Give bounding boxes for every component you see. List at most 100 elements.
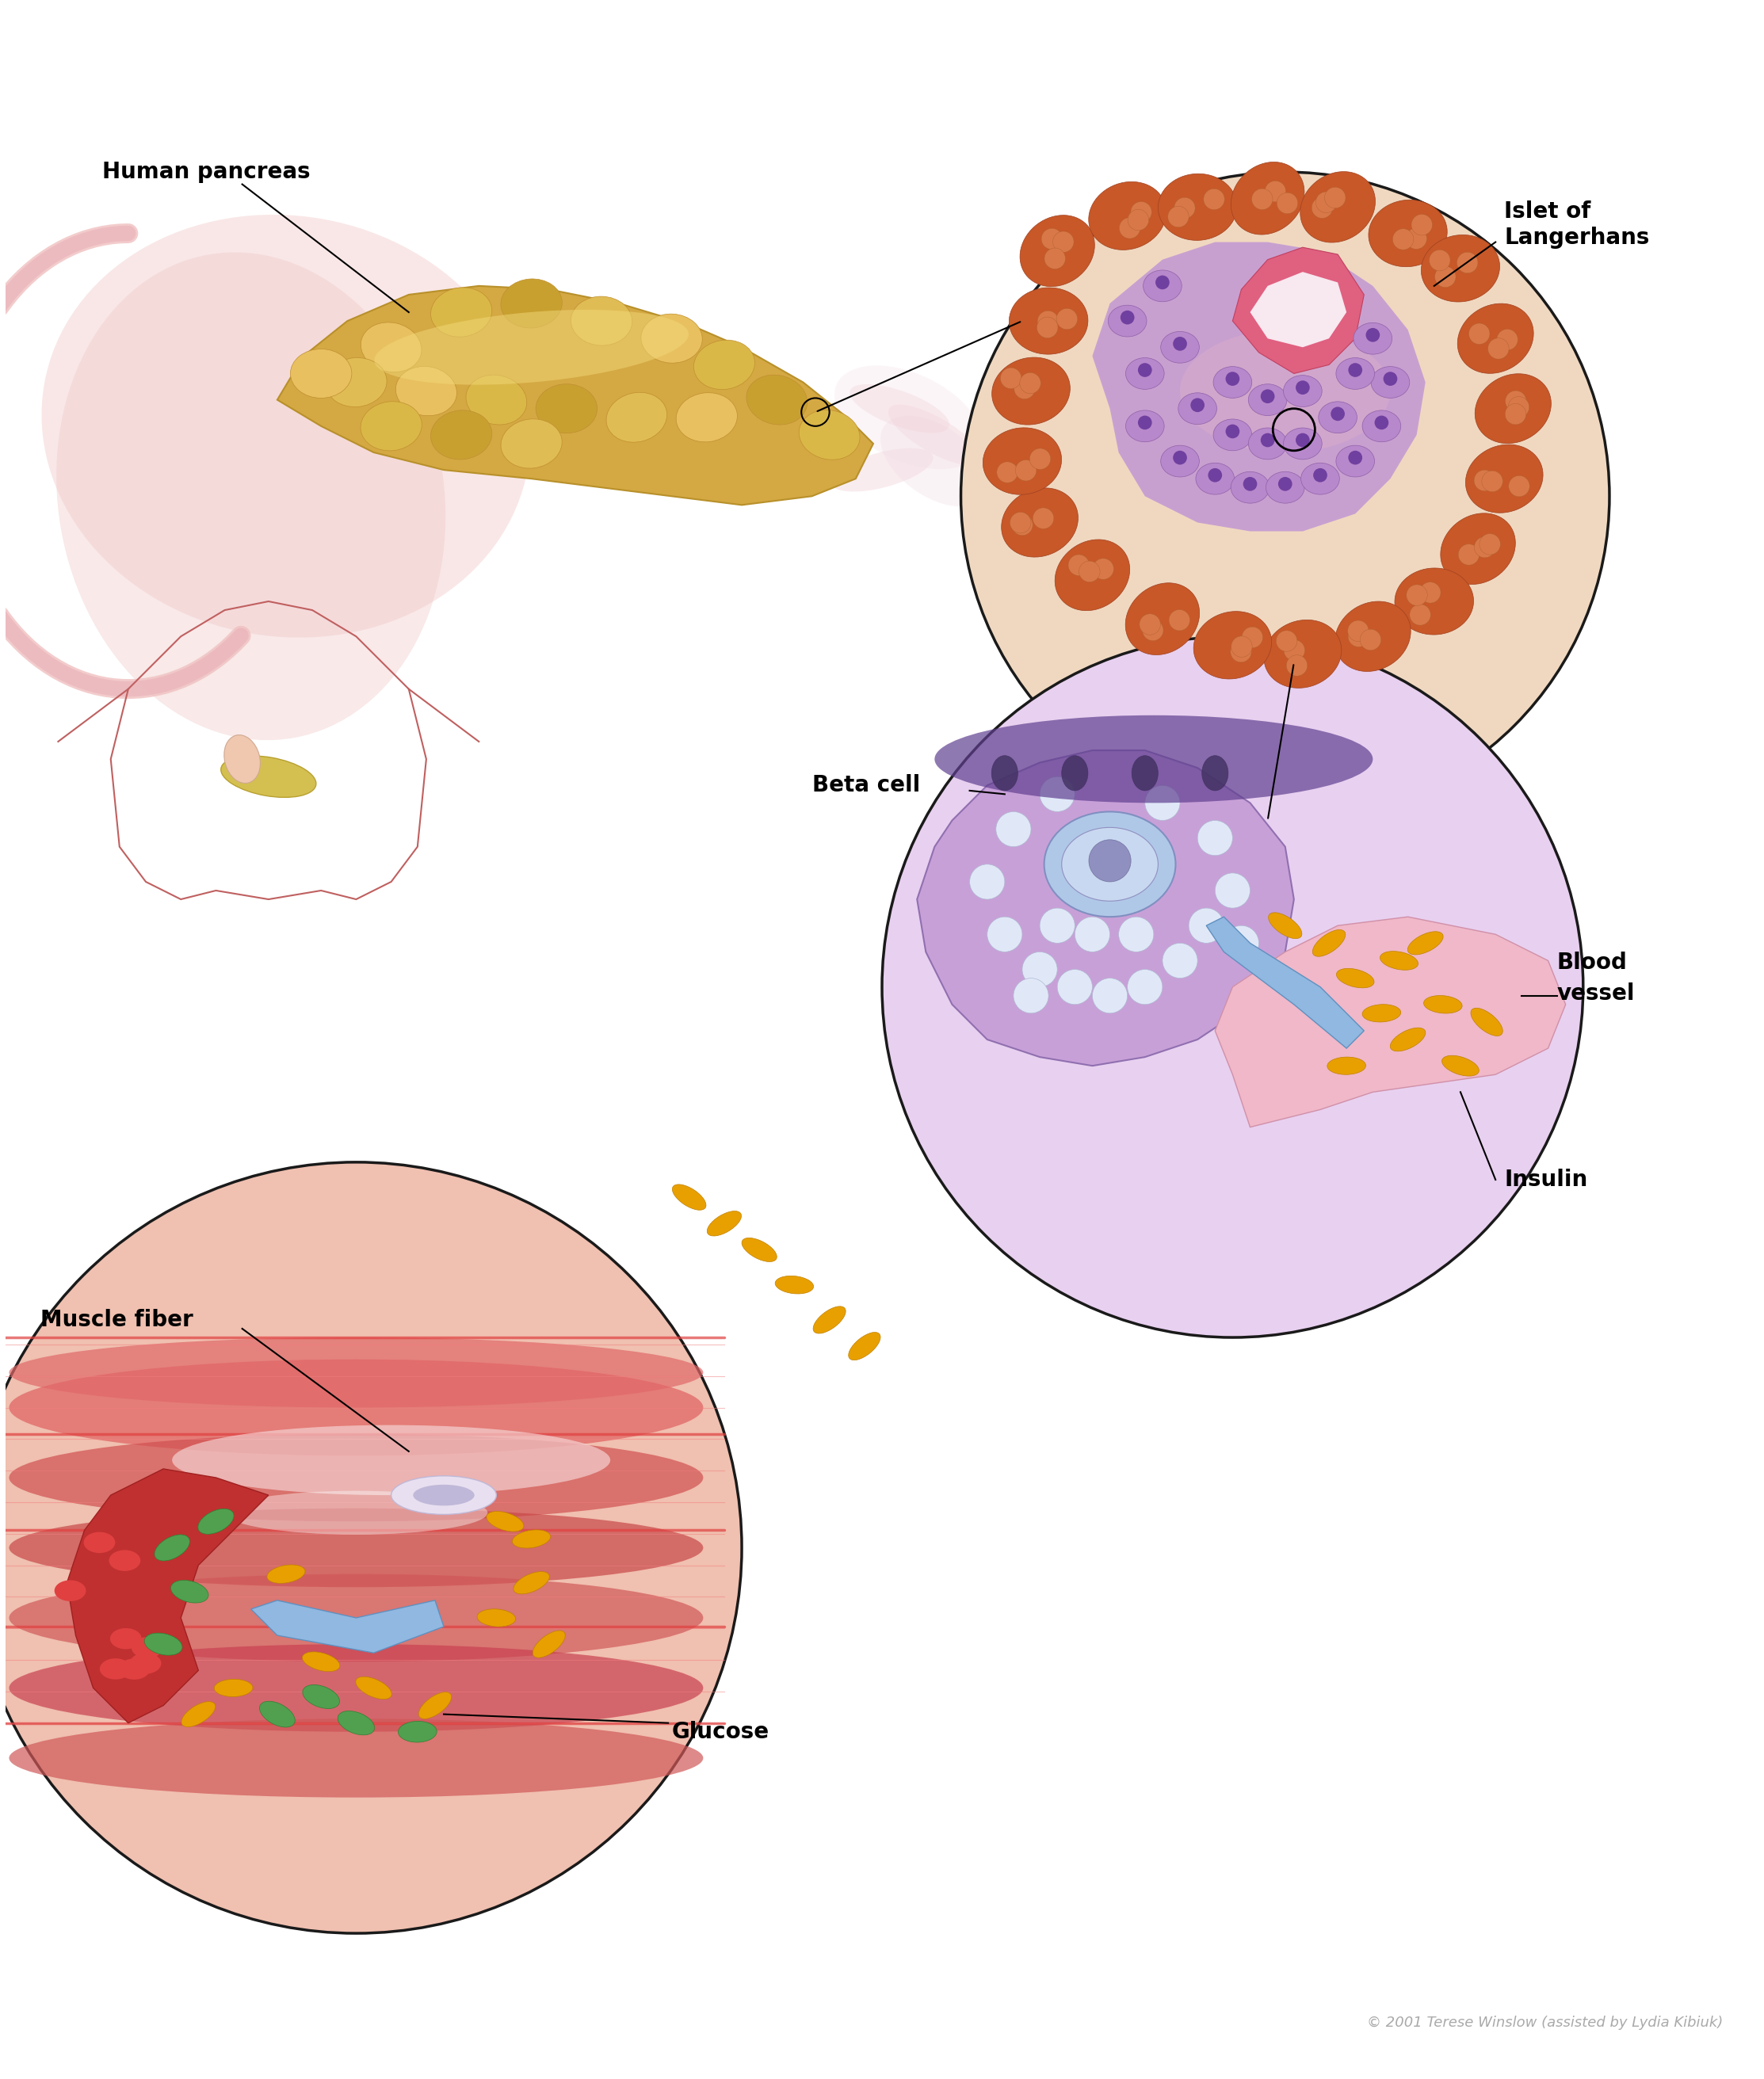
Ellipse shape [1002, 489, 1078, 557]
Ellipse shape [640, 314, 702, 364]
Circle shape [1037, 316, 1058, 339]
Circle shape [1039, 778, 1074, 811]
Ellipse shape [1424, 996, 1462, 1012]
Circle shape [1118, 917, 1154, 952]
Circle shape [1480, 534, 1501, 555]
Circle shape [1297, 432, 1309, 447]
Ellipse shape [1337, 969, 1374, 988]
Polygon shape [277, 287, 873, 505]
Ellipse shape [132, 1636, 162, 1659]
Circle shape [1080, 561, 1101, 582]
Circle shape [1374, 416, 1388, 430]
Ellipse shape [266, 1565, 305, 1584]
Circle shape [1173, 451, 1187, 466]
Ellipse shape [513, 1572, 549, 1595]
Circle shape [1069, 555, 1088, 576]
Ellipse shape [395, 366, 457, 416]
Circle shape [1170, 609, 1191, 630]
Circle shape [1242, 628, 1263, 649]
Circle shape [1505, 403, 1526, 424]
Ellipse shape [392, 1476, 496, 1514]
Circle shape [1191, 397, 1205, 412]
Ellipse shape [9, 1719, 704, 1798]
Circle shape [1162, 944, 1198, 977]
Ellipse shape [743, 1237, 776, 1262]
Circle shape [1013, 514, 1032, 536]
Ellipse shape [42, 214, 531, 638]
Ellipse shape [303, 1684, 339, 1709]
Ellipse shape [109, 1628, 141, 1649]
Ellipse shape [1318, 401, 1357, 432]
Ellipse shape [672, 1185, 706, 1210]
Ellipse shape [173, 1424, 610, 1495]
Ellipse shape [418, 1692, 452, 1719]
Ellipse shape [1475, 374, 1551, 443]
Circle shape [1208, 468, 1222, 482]
Ellipse shape [476, 1609, 515, 1626]
Ellipse shape [991, 755, 1018, 790]
Circle shape [1275, 630, 1297, 651]
Ellipse shape [1267, 472, 1304, 503]
Circle shape [1044, 247, 1065, 268]
Text: Muscle fiber: Muscle fiber [41, 1310, 194, 1331]
Ellipse shape [337, 1711, 374, 1736]
Circle shape [1127, 969, 1162, 1004]
Circle shape [1475, 536, 1496, 557]
Ellipse shape [1249, 428, 1288, 459]
Ellipse shape [83, 1532, 115, 1553]
Ellipse shape [1161, 331, 1200, 364]
Circle shape [1155, 274, 1170, 289]
Circle shape [1409, 605, 1431, 626]
Ellipse shape [1178, 393, 1217, 424]
Ellipse shape [356, 1678, 392, 1699]
Ellipse shape [56, 252, 446, 740]
Ellipse shape [1327, 1056, 1365, 1075]
Circle shape [1032, 507, 1053, 528]
Circle shape [1261, 389, 1275, 403]
Text: Human pancreas: Human pancreas [102, 160, 310, 183]
Circle shape [1168, 206, 1189, 227]
Circle shape [1143, 620, 1164, 640]
Polygon shape [1092, 241, 1425, 532]
Ellipse shape [880, 416, 988, 507]
Text: Blood
vessel: Blood vessel [1558, 952, 1635, 1004]
Ellipse shape [1062, 827, 1159, 900]
Circle shape [1406, 584, 1427, 605]
Ellipse shape [813, 1306, 845, 1333]
Circle shape [1014, 378, 1035, 399]
Ellipse shape [430, 410, 492, 459]
Circle shape [1021, 952, 1057, 988]
Circle shape [1138, 416, 1152, 430]
Polygon shape [917, 751, 1295, 1067]
Ellipse shape [291, 349, 351, 397]
Ellipse shape [889, 405, 981, 466]
Ellipse shape [1362, 1004, 1401, 1023]
Circle shape [1120, 310, 1134, 324]
Ellipse shape [1390, 1027, 1425, 1052]
Circle shape [1198, 821, 1233, 854]
Circle shape [1411, 214, 1432, 235]
Ellipse shape [1300, 173, 1376, 243]
Ellipse shape [374, 310, 688, 385]
Circle shape [1459, 545, 1480, 565]
Ellipse shape [101, 1659, 131, 1680]
Ellipse shape [1371, 366, 1409, 397]
Circle shape [1127, 210, 1148, 231]
Circle shape [1348, 451, 1362, 466]
Text: Islet of
Langerhans: Islet of Langerhans [1505, 202, 1649, 249]
Circle shape [1392, 229, 1413, 249]
Ellipse shape [774, 1277, 813, 1293]
Circle shape [1020, 372, 1041, 393]
Ellipse shape [607, 393, 667, 443]
Ellipse shape [834, 366, 983, 470]
Ellipse shape [1265, 620, 1341, 688]
Ellipse shape [1062, 755, 1088, 790]
Ellipse shape [145, 1632, 182, 1655]
Circle shape [1030, 449, 1051, 470]
Ellipse shape [1009, 287, 1088, 353]
Circle shape [1406, 229, 1427, 249]
Circle shape [1140, 613, 1161, 634]
Circle shape [882, 636, 1582, 1337]
Circle shape [1138, 364, 1152, 376]
Ellipse shape [360, 401, 422, 451]
